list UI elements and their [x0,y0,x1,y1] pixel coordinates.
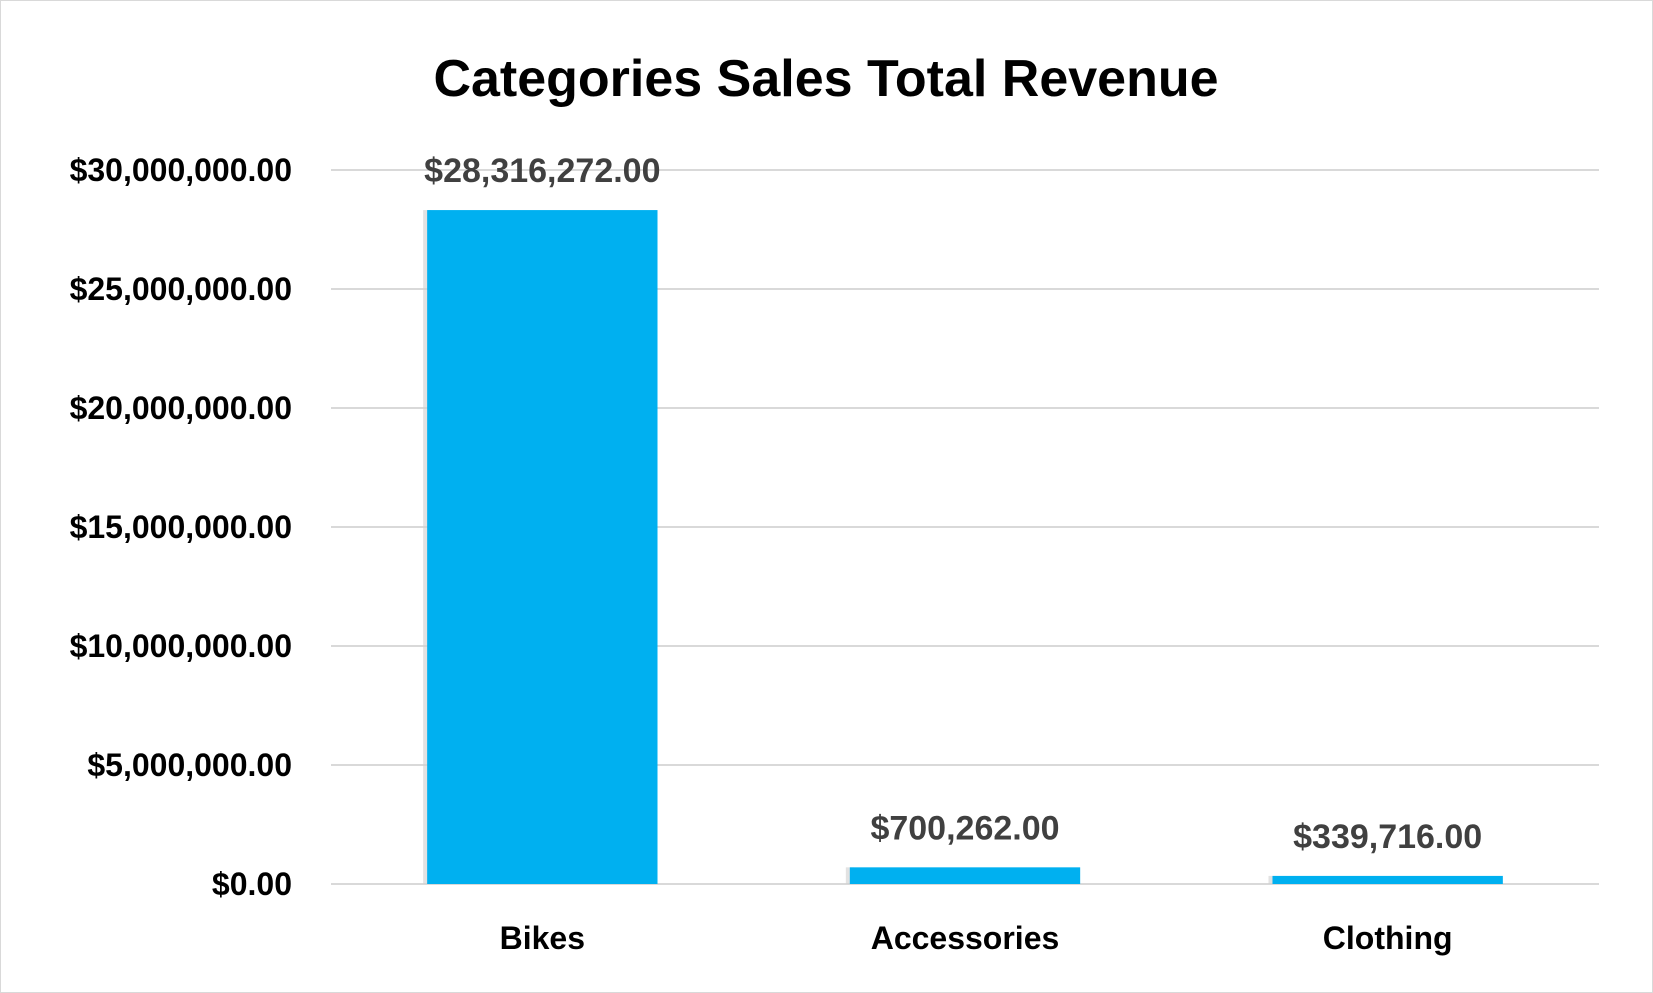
data-label: $339,716.00 [1293,818,1482,856]
bar-bikes [427,210,658,884]
x-tick-label: Bikes [500,920,585,956]
y-tick-label: $30,000,000.00 [70,152,292,188]
x-tick-label: Clothing [1323,920,1453,956]
x-tick-label: Accessories [871,920,1060,956]
y-axis-ticks: $0.00 $5,000,000.00 $10,000,000.00 $15,000,… [70,152,292,902]
y-tick-label: $0.00 [212,866,292,902]
y-tick-label: $5,000,000.00 [87,747,292,783]
y-tick-label: $15,000,000.00 [70,509,292,545]
bar-accessories [849,867,1081,884]
x-axis-ticks: Bikes Accessories Clothing [500,920,1453,956]
y-tick-label: $10,000,000.00 [70,628,292,664]
bars [423,210,1503,884]
data-label: $28,316,272.00 [424,152,660,190]
y-tick-label: $20,000,000.00 [70,390,292,426]
bar-clothing [1272,875,1503,884]
chart-title: Categories Sales Total Revenue [433,50,1218,108]
data-label: $700,262.00 [870,809,1059,847]
data-labels: $28,316,272.00 $700,262.00 $339,716.00 [424,152,1482,856]
y-tick-label: $25,000,000.00 [70,271,292,307]
